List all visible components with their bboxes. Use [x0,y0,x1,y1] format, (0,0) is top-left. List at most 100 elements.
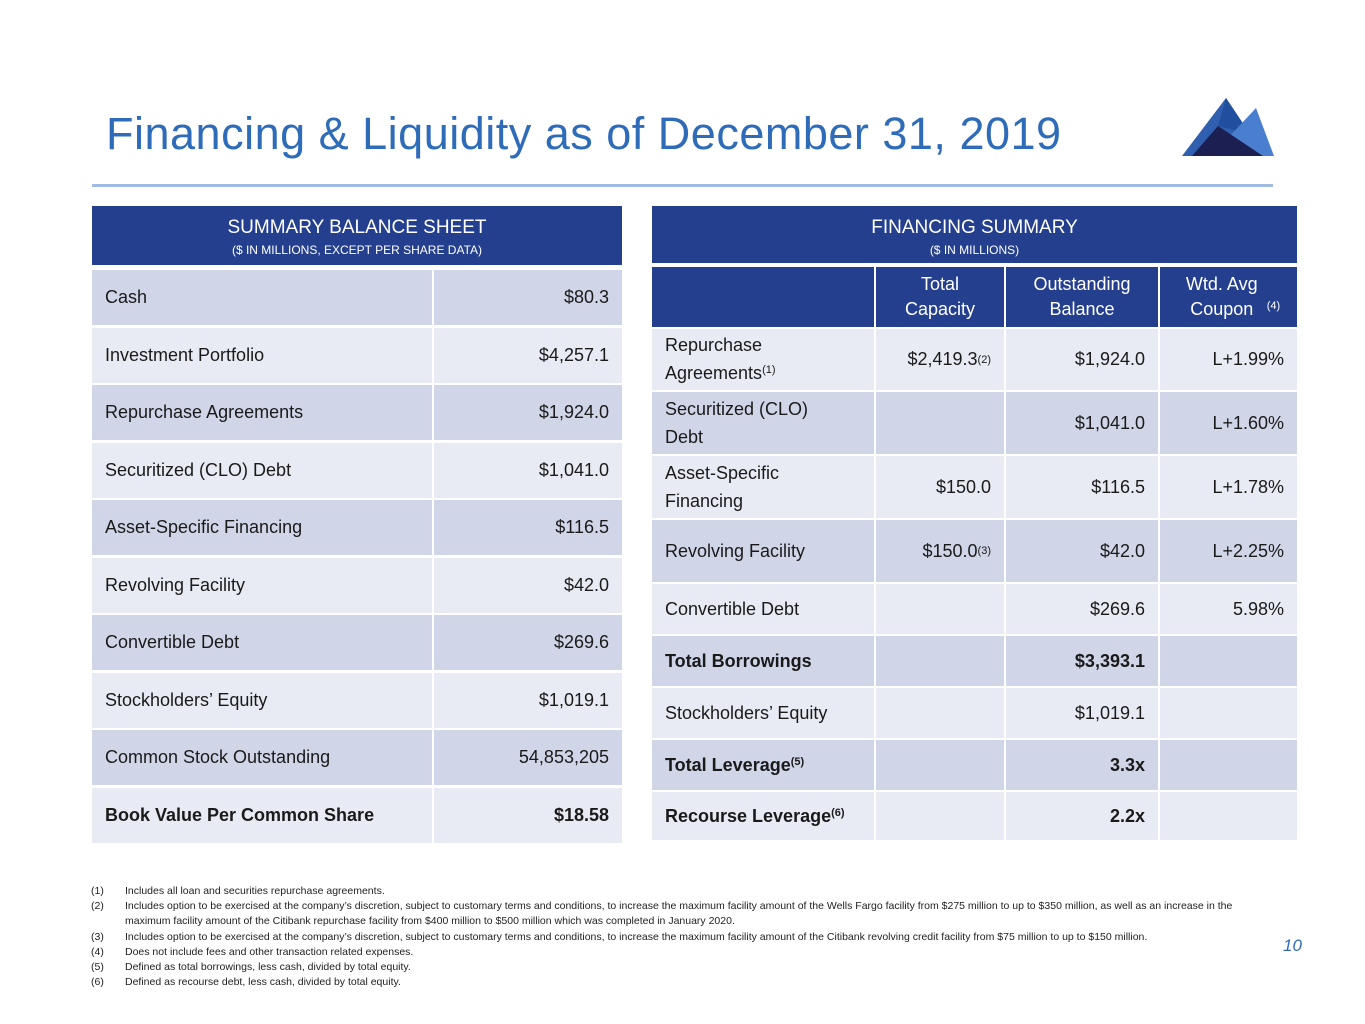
financing-coupon: L+1.78% [1160,456,1297,518]
capacity-value: $150.0 [922,540,978,561]
footnote-ref: (1) [762,364,776,376]
row-label-text: Convertible Debt [665,598,800,619]
financing-header: FINANCING SUMMARY ($ IN MILLIONS) [652,206,1297,263]
balance-row-label: Investment Portfolio [92,327,432,383]
balance-row-value: $116.5 [434,500,622,555]
footnote-ref: (4) [1266,300,1281,312]
financing-balance: $42.0 [1006,520,1158,582]
footnote-number: (5) [91,961,104,974]
footnote-ref: (2) [977,353,991,366]
financing-coupon [1160,792,1297,840]
mountain-logo [1182,98,1274,156]
financing-row-label: Convertible Debt [652,584,874,634]
financing-col-header: Outstanding Balance [1006,267,1158,327]
financing-capacity [876,740,1004,790]
financing-capacity: $2,419.3 (2) [876,329,1004,390]
balance-row-label: Asset-Specific Financing [92,500,432,555]
capacity-value: $150.0 [935,476,991,497]
balance-row-value: $1,019.1 [434,672,622,728]
col-header-text: Total Capacity [904,274,976,319]
balance-sheet-header: SUMMARY BALANCE SHEET ($ IN MILLIONS, EX… [92,206,622,265]
coupon-header-text: Wtd. Avg Coupon [1185,274,1258,319]
row-label-text: Recourse Leverage [665,805,832,826]
balance-row-value: $1,041.0 [434,442,622,498]
row-label-text: Stockholders’ Equity [665,702,828,723]
financing-coupon: L+1.60% [1160,392,1297,454]
financing-col-header [652,267,874,327]
financing-capacity: $150.0 (3) [876,520,1004,582]
financing-col-header: Total Capacity [876,267,1004,327]
row-label-text: Securitized (CLO) Debt [665,398,809,447]
row-label-text: Revolving Facility [665,540,806,561]
balance-sheet-title: SUMMARY BALANCE SHEET [227,217,487,238]
balance-row-label: Repurchase Agreements [92,385,432,440]
balance-row-value: 54,853,205 [434,730,622,785]
footnote: (4) Does not include fees and other trans… [91,945,1251,960]
financing-coupon: L+2.25% [1160,520,1297,582]
financing-capacity [876,636,1004,686]
balance-sheet-subtitle: ($ IN MILLIONS, EXCEPT PER SHARE DATA) [231,243,483,257]
balance-row-label: Convertible Debt [92,615,432,670]
financing-balance: $269.6 [1006,584,1158,634]
balance-row-label: Securitized (CLO) Debt [92,442,432,498]
footnote-number: (2) [91,900,104,913]
footnote-text: Includes all loan and securities repurch… [125,885,385,897]
page-number: 10 [1283,936,1302,955]
footnote-text: Includes option to be exercised at the c… [125,930,1148,943]
balance-row-label: Stockholders’ Equity [92,672,432,728]
balance-row-value: $4,257.1 [434,327,622,383]
footnote: (2) Includes option to be exercised at th… [91,899,1251,929]
footnote-number: (4) [91,945,104,958]
footnote: (6) Defined as recourse debt, less cash, … [91,975,1251,990]
financing-col-header: Wtd. Avg Coupon (4) [1160,267,1297,327]
financing-coupon [1160,636,1297,686]
footnote: (1) Includes all loan and securities repu… [91,884,1251,899]
financing-row-label: Recourse Leverage(6) [652,792,874,840]
footnote-number: (6) [91,976,104,989]
financing-row-label: Asset-Specific Financing [652,456,874,518]
financing-row-label: Total Borrowings [652,636,874,686]
financing-balance: $1,041.0 [1006,392,1158,454]
balance-row-value: $18.58 [434,787,622,843]
balance-row-label: Cash [92,270,432,325]
financing-row-label: Securitized (CLO) Debt [652,392,874,454]
financing-capacity [876,392,1004,454]
balance-row-value: $269.6 [434,615,622,670]
footnote-ref: (3) [977,545,991,557]
page-title: Financing & Liquidity as of December 31,… [106,108,1062,159]
financing-capacity [876,584,1004,634]
footnote-text: Does not include fees and other transact… [125,945,414,958]
financing-balance: $116.5 [1006,456,1158,518]
financing-balance: 2.2x [1006,792,1158,840]
financing-balance: $3,393.1 [1006,636,1158,686]
financing-coupon: L+1.99% [1160,329,1297,390]
financing-row-label: Total Leverage(5) [652,740,874,790]
footnotes: (1) Includes all loan and securities repu… [91,884,1251,990]
row-label-text: Total Leverage [665,754,791,775]
footnote: (3) Includes option to be exercised at th… [91,930,1251,945]
balance-row-label: Common Stock Outstanding [92,730,432,785]
financing-coupon [1160,688,1297,738]
balance-row-label: Book Value Per Common Share [92,787,432,843]
financing-row-label: Revolving Facility [652,520,874,582]
capacity-value: $2,419.3 [907,349,978,369]
financing-coupon: 5.98% [1160,584,1297,634]
balance-row-value: $42.0 [434,557,622,613]
footnote-ref: (5) [790,755,805,768]
footnote: (5) Defined as total borrowings, less cas… [91,960,1251,975]
footnote-text: Includes option to be exercised at the c… [125,900,1233,928]
balance-row-label: Revolving Facility [92,557,432,613]
financing-balance: 3.3x [1006,740,1158,790]
financing-balance: $1,924.0 [1006,329,1158,390]
balance-row-value: $1,924.0 [434,385,622,440]
financing-title: FINANCING SUMMARY [871,217,1078,238]
row-label-text: Repurchase Agreements [665,335,763,383]
financing-capacity [876,688,1004,738]
row-label-text: Total Borrowings [665,650,812,671]
financing-capacity: $150.0 [876,456,1004,518]
footnote-text: Defined as total borrowings, less cash, … [125,961,411,974]
footnote-number: (3) [91,930,104,943]
row-label-text: Asset-Specific Financing [665,462,780,511]
title-divider [92,184,1273,187]
col-header-text: Outstanding Balance [1033,274,1131,319]
